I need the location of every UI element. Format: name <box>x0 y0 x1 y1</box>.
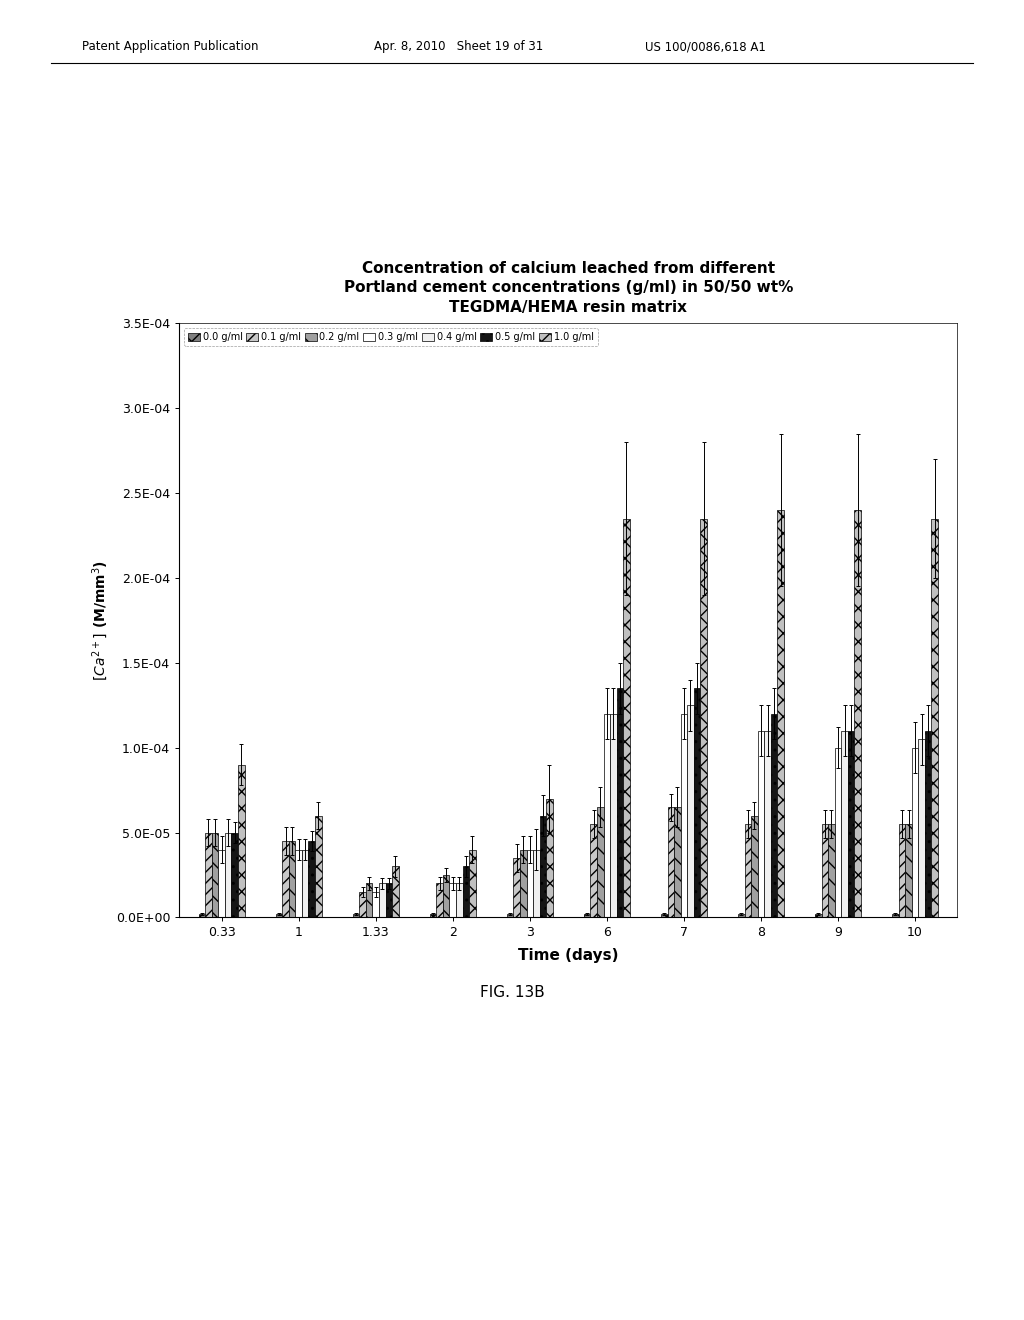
Bar <box>738 913 744 917</box>
Bar <box>674 807 681 917</box>
Bar <box>911 747 919 917</box>
Bar <box>758 731 764 917</box>
Bar <box>295 850 302 917</box>
Bar <box>302 850 308 917</box>
Bar <box>308 841 315 917</box>
Bar <box>385 883 392 917</box>
Bar <box>828 824 835 917</box>
Bar <box>842 731 848 917</box>
Bar <box>610 714 616 917</box>
Bar <box>693 688 700 917</box>
Bar <box>668 807 674 917</box>
Bar <box>905 824 911 917</box>
Bar <box>584 913 591 917</box>
Bar <box>450 883 456 917</box>
Bar <box>752 816 758 917</box>
Bar <box>925 731 932 917</box>
Bar <box>359 892 366 917</box>
Bar <box>436 883 443 917</box>
Bar <box>373 892 379 917</box>
Bar <box>315 816 322 917</box>
Bar <box>456 883 463 917</box>
Bar <box>352 913 359 917</box>
Title: Concentration of calcium leached from different
Portland cement concentrations (: Concentration of calcium leached from di… <box>344 260 793 315</box>
Bar <box>835 747 842 917</box>
Bar <box>603 714 610 917</box>
Bar <box>540 816 546 917</box>
Bar <box>597 807 603 917</box>
Bar <box>225 833 231 917</box>
Bar <box>848 731 854 917</box>
Bar <box>932 519 938 917</box>
Bar <box>744 824 752 917</box>
X-axis label: Time (days): Time (days) <box>518 948 618 962</box>
Y-axis label: $[Ca^{2+}]$ (M/mm$^3$): $[Ca^{2+}]$ (M/mm$^3$) <box>90 560 111 681</box>
Bar <box>764 731 771 917</box>
Bar <box>892 913 899 917</box>
Bar <box>681 714 687 917</box>
Bar <box>218 850 225 917</box>
Bar <box>899 824 905 917</box>
Bar <box>777 510 784 917</box>
Bar <box>231 833 238 917</box>
Bar <box>616 688 624 917</box>
Bar <box>513 858 520 917</box>
Text: US 100/0086,618 A1: US 100/0086,618 A1 <box>645 40 766 53</box>
Bar <box>821 824 828 917</box>
Bar <box>275 913 283 917</box>
Bar <box>624 519 630 917</box>
Bar <box>379 883 385 917</box>
Bar <box>430 913 436 917</box>
Bar <box>526 850 534 917</box>
Bar <box>283 841 289 917</box>
Bar <box>205 833 212 917</box>
Bar <box>366 883 373 917</box>
Bar <box>854 510 861 917</box>
Bar <box>392 866 398 917</box>
Bar <box>771 714 777 917</box>
Bar <box>199 913 205 917</box>
Text: FIG. 13B: FIG. 13B <box>479 985 545 999</box>
Bar <box>469 850 476 917</box>
Bar <box>507 913 513 917</box>
Bar <box>212 833 218 917</box>
Bar <box>546 799 553 917</box>
Text: Apr. 8, 2010   Sheet 19 of 31: Apr. 8, 2010 Sheet 19 of 31 <box>374 40 543 53</box>
Legend: 0.0 g/ml, 0.1 g/ml, 0.2 g/ml, 0.3 g/ml, 0.4 g/ml, 0.5 g/ml, 1.0 g/ml: 0.0 g/ml, 0.1 g/ml, 0.2 g/ml, 0.3 g/ml, … <box>184 329 598 346</box>
Text: Patent Application Publication: Patent Application Publication <box>82 40 258 53</box>
Bar <box>238 764 245 917</box>
Bar <box>919 739 925 917</box>
Bar <box>700 519 707 917</box>
Bar <box>591 824 597 917</box>
Bar <box>687 705 693 917</box>
Bar <box>520 850 526 917</box>
Bar <box>660 913 668 917</box>
Bar <box>443 875 450 917</box>
Bar <box>534 850 540 917</box>
Bar <box>463 866 469 917</box>
Bar <box>815 913 821 917</box>
Bar <box>289 841 295 917</box>
